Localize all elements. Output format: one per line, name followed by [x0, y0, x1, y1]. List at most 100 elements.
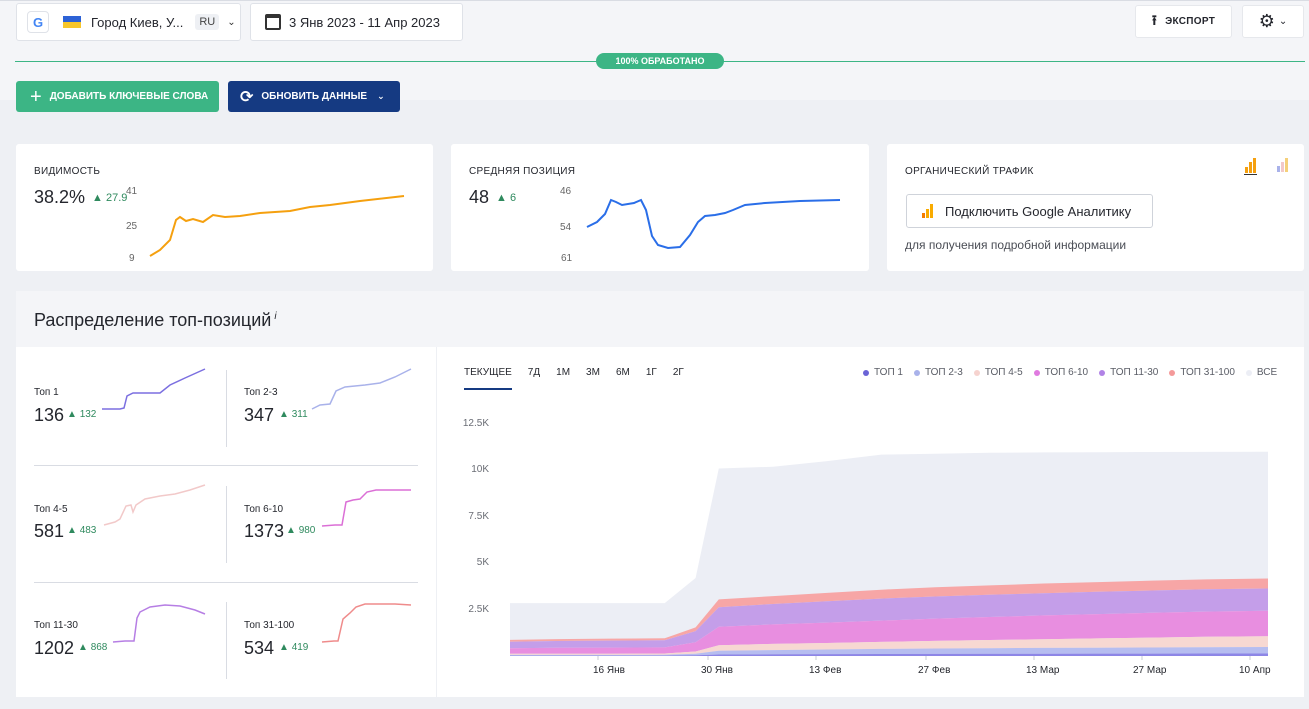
avg-position-axis-mid: 54: [560, 222, 572, 233]
legend-dot: [1033, 369, 1040, 376]
location-selector[interactable]: G Город Киев, У... RU ⌄: [16, 3, 241, 41]
visibility-axis-min: 9: [129, 253, 135, 264]
add-keywords-label: ДОБАВИТЬ КЛЮЧЕВЫЕ СЛОВА: [49, 91, 209, 102]
avg-position-card: [451, 144, 869, 271]
divider: [34, 465, 418, 466]
date-range-label: 3 Янв 2023 - 11 Апр 2023: [289, 14, 440, 30]
top6-10-sparkline: [321, 489, 411, 527]
legend-top6-10[interactable]: ТОП 6-10: [1033, 367, 1088, 378]
top1-label: Топ 1: [34, 387, 59, 398]
connect-google-analytics-label: Подключить Google Аналитику: [945, 203, 1132, 219]
top11-30-value: 1202: [34, 638, 75, 658]
divider: [34, 582, 418, 583]
legend-top11-30[interactable]: ТОП 11-30: [1099, 367, 1158, 378]
top31-100-value: 534: [244, 638, 275, 658]
export-button[interactable]: ⭱ ЭКСПОРТ: [1135, 5, 1232, 38]
top4-5-delta: ▲ 483: [67, 525, 97, 536]
google-icon: G: [27, 11, 49, 33]
top31-100-label: Топ 31-100: [244, 620, 295, 631]
tab-3m[interactable]: 3М: [586, 367, 600, 378]
upload-icon: ⭱: [1151, 11, 1158, 28]
visibility-axis-max: 41: [126, 186, 138, 197]
date-range-picker[interactable]: 3 Янв 2023 - 11 Апр 2023: [250, 3, 463, 41]
visibility-title: ВИДИМОСТЬ: [34, 166, 101, 177]
add-keywords-button[interactable]: + ДОБАВИТЬ КЛЮЧЕВЫЕ СЛОВА: [16, 81, 219, 112]
visibility-axis-mid: 25: [126, 221, 138, 232]
organic-traffic-subtitle: для получения подробной информации: [905, 238, 1127, 252]
top-positions-area-chart: [510, 451, 1268, 660]
y-tick-label: 12.5K: [462, 418, 489, 429]
top6-10-label: Топ 6-10: [244, 504, 284, 515]
avg-position-value: 48: [469, 187, 490, 207]
visibility-value: 38.2%: [34, 187, 86, 207]
top11-30-sparkline: [112, 604, 206, 643]
organic-traffic-title: ОРГАНИЧЕСКИЙ ТРАФИК: [905, 166, 1034, 177]
legend-dot: [863, 369, 869, 376]
location-label: Город Киев, У...: [91, 14, 184, 30]
legend-top2-3[interactable]: ТОП 2-3: [913, 367, 963, 378]
top4-5-value: 581: [34, 521, 65, 541]
tab-current[interactable]: ТЕКУЩЕЕ: [464, 367, 512, 390]
info-icon[interactable]: i: [274, 311, 277, 322]
x-tick-label: 30 Янв: [701, 665, 733, 676]
area-топ-11-30: [510, 588, 1268, 649]
visibility-delta: ▲ 27.9: [92, 192, 128, 204]
tab-6m[interactable]: 6М: [615, 367, 630, 378]
tab-1y[interactable]: 1Г: [645, 367, 657, 378]
y-tick-label: 10K: [471, 464, 489, 475]
y-tick-label: 5K: [476, 557, 489, 568]
tab-1m[interactable]: 1М: [556, 367, 571, 378]
distribution-title: Распределение топ-позиций i: [34, 310, 277, 330]
refresh-data-button[interactable]: ⟳ ОБНОВИТЬ ДАННЫЕ ⌄: [228, 81, 400, 112]
tab-2y[interactable]: 2Г: [672, 367, 684, 378]
legend-top31-100[interactable]: ТОП 31-100: [1169, 367, 1235, 378]
avg-position-title: СРЕДНЯЯ ПОЗИЦИЯ: [469, 166, 576, 177]
gear-icon: ⚙: [1258, 11, 1275, 31]
area-топ-31-100: [510, 578, 1268, 642]
top1-value: 136: [34, 405, 65, 425]
area-топ-6-10: [510, 610, 1268, 654]
top11-30-delta: ▲ 868: [78, 642, 108, 653]
legend-top1[interactable]: ТОП 1: [863, 367, 903, 378]
language-badge: RU: [195, 14, 220, 30]
y-tick-label: 7.5K: [468, 511, 489, 522]
calendar-icon: [265, 14, 281, 30]
progress-badge: 100% ОБРАБОТАНО: [596, 53, 724, 69]
x-tick-label: 10 Апр: [1239, 665, 1271, 676]
export-label: ЭКСПОРТ: [1165, 16, 1216, 27]
top31-100-sparkline: [321, 603, 412, 643]
top4-5-sparkline: [103, 484, 206, 526]
legend-dot: [1169, 369, 1176, 376]
top31-100-delta: ▲ 419: [279, 642, 309, 653]
divider: [226, 602, 227, 679]
area-топ-1: [510, 653, 1268, 656]
settings-button[interactable]: ⚙ ⌄: [1242, 5, 1304, 38]
top11-30-label: Топ 11-30: [34, 620, 78, 631]
avg-position-axis-bottom: 61: [561, 253, 573, 264]
ukraine-flag-icon: [63, 16, 81, 28]
top6-10-value: 1373: [244, 521, 285, 541]
chart-legend: ТОП 1 ТОП 2-3 ТОП 4-5 ТОП 6-10 ТОП 11-30…: [863, 367, 1288, 378]
chevron-down-icon: ⌄: [1278, 16, 1288, 27]
x-tick-label: 16 Янв: [593, 665, 625, 676]
legend-dot: [1099, 369, 1106, 376]
legend-top4-5[interactable]: ТОП 4-5: [973, 367, 1023, 378]
connect-google-analytics-button[interactable]: Подключить Google Аналитику: [906, 194, 1153, 228]
bar-chart-icon[interactable]: [1244, 157, 1258, 175]
x-tick-label: 13 Фев: [809, 665, 842, 676]
legend-dot: [913, 369, 920, 376]
plus-icon: +: [30, 85, 42, 108]
x-tick-label: 27 Мар: [1133, 665, 1167, 676]
top2-3-sparkline: [311, 368, 412, 410]
legend-all[interactable]: ВСЕ: [1245, 367, 1277, 378]
legend-dot: [973, 369, 980, 376]
refresh-data-label: ОБНОВИТЬ ДАННЫЕ: [261, 91, 368, 102]
tab-7d[interactable]: 7Д: [527, 367, 541, 378]
divider: [226, 370, 227, 447]
bar-chart-alt-icon[interactable]: [1276, 157, 1290, 173]
x-tick-label: 27 Фев: [918, 665, 951, 676]
divider: [226, 486, 227, 563]
